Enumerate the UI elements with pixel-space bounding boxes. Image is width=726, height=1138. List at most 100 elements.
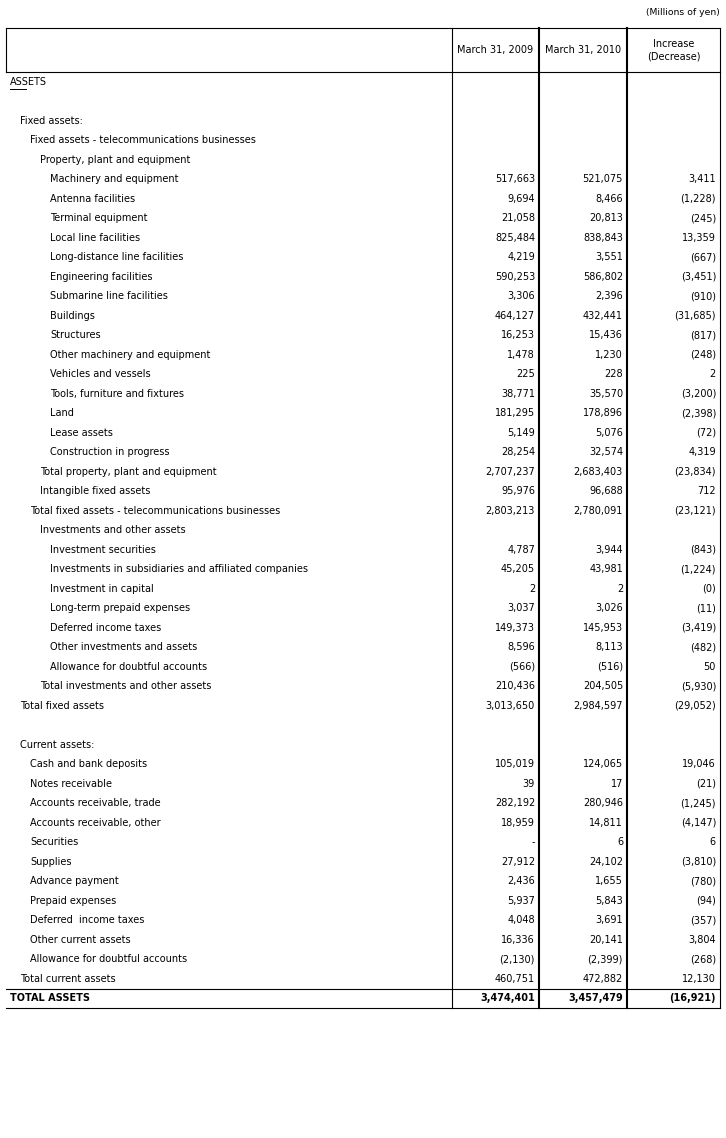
Text: 5,843: 5,843: [595, 896, 623, 906]
Text: 2,707,237: 2,707,237: [485, 467, 535, 477]
Text: 8,596: 8,596: [507, 642, 535, 652]
Text: 4,319: 4,319: [688, 447, 716, 457]
Text: 3,691: 3,691: [595, 915, 623, 925]
Text: Cash and bank deposits: Cash and bank deposits: [30, 759, 147, 769]
Text: 225: 225: [516, 369, 535, 379]
Text: Deferred  income taxes: Deferred income taxes: [30, 915, 144, 925]
Text: (2,399): (2,399): [587, 955, 623, 964]
Text: 21,058: 21,058: [501, 213, 535, 223]
Text: 9,694: 9,694: [507, 193, 535, 204]
Text: Structures: Structures: [50, 330, 101, 340]
Text: Accounts receivable, trade: Accounts receivable, trade: [30, 798, 160, 808]
Text: 5,076: 5,076: [595, 428, 623, 438]
Text: (268): (268): [690, 955, 716, 964]
Text: (1,228): (1,228): [680, 193, 716, 204]
Text: (3,810): (3,810): [681, 857, 716, 867]
Text: (248): (248): [690, 349, 716, 360]
Text: (667): (667): [690, 253, 716, 262]
Text: (3,419): (3,419): [681, 622, 716, 633]
Text: (23,834): (23,834): [674, 467, 716, 477]
Text: (72): (72): [696, 428, 716, 438]
Text: 2,780,091: 2,780,091: [574, 505, 623, 516]
Text: 181,295: 181,295: [495, 409, 535, 419]
Text: Deferred income taxes: Deferred income taxes: [50, 622, 161, 633]
Text: 32,574: 32,574: [589, 447, 623, 457]
Text: -: -: [531, 838, 535, 848]
Text: Fixed assets:: Fixed assets:: [20, 116, 83, 126]
Text: (910): (910): [690, 291, 716, 302]
Text: 2,803,213: 2,803,213: [486, 505, 535, 516]
Text: Antenna facilities: Antenna facilities: [50, 193, 135, 204]
Text: 17: 17: [611, 778, 623, 789]
Text: 825,484: 825,484: [495, 233, 535, 242]
Text: (245): (245): [690, 213, 716, 223]
Text: 18,959: 18,959: [501, 818, 535, 827]
Text: Terminal equipment: Terminal equipment: [50, 213, 147, 223]
Text: Land: Land: [50, 409, 74, 419]
Text: 13,359: 13,359: [682, 233, 716, 242]
Text: 16,253: 16,253: [501, 330, 535, 340]
Text: Other machinery and equipment: Other machinery and equipment: [50, 349, 211, 360]
Text: Total current assets: Total current assets: [20, 974, 115, 983]
Text: (94): (94): [696, 896, 716, 906]
Text: Long-distance line facilities: Long-distance line facilities: [50, 253, 184, 262]
Text: 27,912: 27,912: [501, 857, 535, 867]
Text: 39: 39: [523, 778, 535, 789]
Text: Allowance for doubtful accounts: Allowance for doubtful accounts: [50, 662, 207, 671]
Text: Buildings: Buildings: [50, 311, 95, 321]
Text: 3,474,401: 3,474,401: [481, 993, 535, 1004]
Text: 95,976: 95,976: [501, 486, 535, 496]
Text: Investments and other assets: Investments and other assets: [40, 526, 186, 535]
Text: Local line facilities: Local line facilities: [50, 233, 140, 242]
Text: 145,953: 145,953: [583, 622, 623, 633]
Text: 5,149: 5,149: [507, 428, 535, 438]
Text: Intangible fixed assets: Intangible fixed assets: [40, 486, 150, 496]
Text: 586,802: 586,802: [583, 272, 623, 282]
Text: (29,052): (29,052): [674, 701, 716, 711]
Text: 35,570: 35,570: [589, 389, 623, 398]
Text: 8,113: 8,113: [595, 642, 623, 652]
Text: 6: 6: [617, 838, 623, 848]
Text: Securities: Securities: [30, 838, 78, 848]
Text: Submarine line facilities: Submarine line facilities: [50, 291, 168, 302]
Text: 178,896: 178,896: [583, 409, 623, 419]
Text: (3,200): (3,200): [681, 389, 716, 398]
Text: 19,046: 19,046: [682, 759, 716, 769]
Text: (5,930): (5,930): [681, 682, 716, 691]
Text: 517,663: 517,663: [495, 174, 535, 184]
Text: 3,944: 3,944: [595, 545, 623, 554]
Text: 2,396: 2,396: [595, 291, 623, 302]
Text: Vehicles and vessels: Vehicles and vessels: [50, 369, 150, 379]
Text: 45,205: 45,205: [501, 564, 535, 575]
Text: Allowance for doubtful accounts: Allowance for doubtful accounts: [30, 955, 187, 964]
Text: 15,436: 15,436: [589, 330, 623, 340]
Text: Tools, furniture and fixtures: Tools, furniture and fixtures: [50, 389, 184, 398]
Text: 124,065: 124,065: [583, 759, 623, 769]
Text: Lease assets: Lease assets: [50, 428, 113, 438]
Text: Advance payment: Advance payment: [30, 876, 119, 887]
Text: Current assets:: Current assets:: [20, 740, 94, 750]
Text: 464,127: 464,127: [495, 311, 535, 321]
Text: 2,436: 2,436: [507, 876, 535, 887]
Text: 4,048: 4,048: [507, 915, 535, 925]
Text: (482): (482): [690, 642, 716, 652]
Text: Investment securities: Investment securities: [50, 545, 156, 554]
Text: 2: 2: [617, 584, 623, 594]
Text: Long-term prepaid expenses: Long-term prepaid expenses: [50, 603, 190, 613]
Text: Construction in progress: Construction in progress: [50, 447, 169, 457]
Text: Total investments and other assets: Total investments and other assets: [40, 682, 211, 691]
Text: (516): (516): [597, 662, 623, 671]
Text: March 31, 2010: March 31, 2010: [545, 46, 621, 55]
Text: 2: 2: [529, 584, 535, 594]
Text: 210,436: 210,436: [495, 682, 535, 691]
Text: March 31, 2009: March 31, 2009: [457, 46, 534, 55]
Text: (1,245): (1,245): [680, 798, 716, 808]
Text: 20,813: 20,813: [589, 213, 623, 223]
Text: 432,441: 432,441: [583, 311, 623, 321]
Text: 50: 50: [703, 662, 716, 671]
Text: 20,141: 20,141: [589, 934, 623, 945]
Text: (3,451): (3,451): [681, 272, 716, 282]
Text: Total fixed assets: Total fixed assets: [20, 701, 104, 711]
Text: (21): (21): [696, 778, 716, 789]
Text: (23,121): (23,121): [674, 505, 716, 516]
